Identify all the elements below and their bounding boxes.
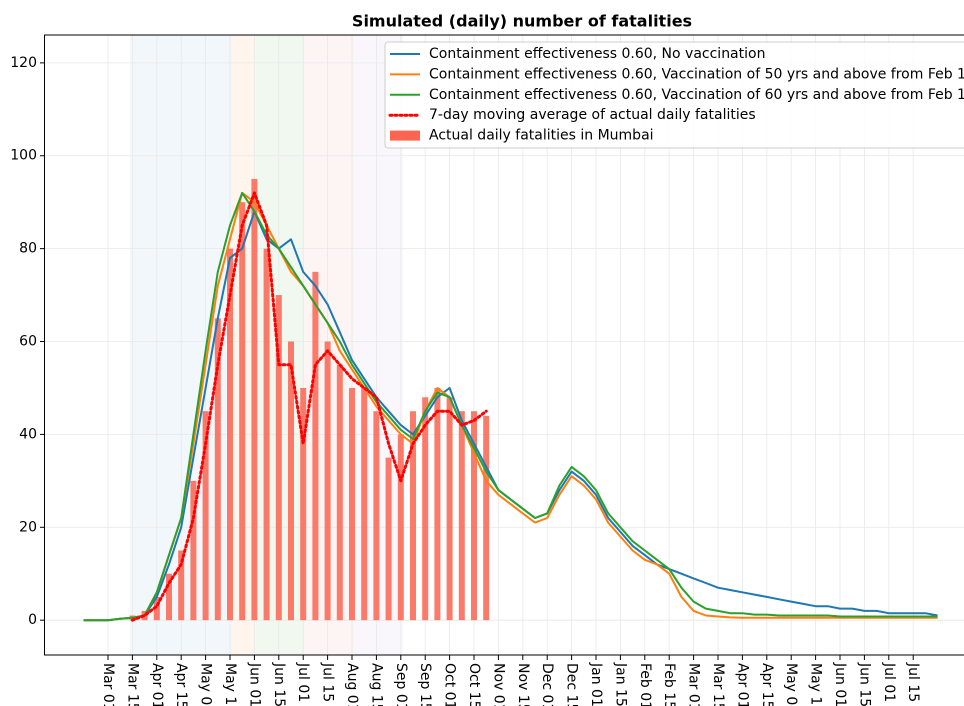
x-tick-label: Apr 15 <box>173 663 189 706</box>
bar <box>275 295 282 621</box>
y-tick-label: 120 <box>10 55 37 71</box>
x-tick-label: Sep 15 <box>417 663 433 706</box>
bar <box>214 318 221 621</box>
x-tick-label: Oct 01 <box>442 663 458 706</box>
x-tick-label: Jun 15 <box>856 662 872 706</box>
x-tick-label: May 01 <box>783 663 799 706</box>
legend-box <box>384 41 964 149</box>
x-tick-label: Jul 15 <box>905 662 921 702</box>
x-tick-label: Nov 15 <box>515 663 531 706</box>
plot-frame <box>44 34 964 656</box>
bar <box>239 202 246 621</box>
bar <box>166 573 172 621</box>
legend-label: Containment effectiveness 0.60, Vaccinat… <box>429 87 964 103</box>
x-tick-label: Mar 15 <box>124 663 140 706</box>
bar <box>227 248 233 621</box>
series-line <box>83 191 938 622</box>
bar <box>202 411 209 621</box>
legend: Containment effectiveness 0.60, No vacci… <box>384 41 964 149</box>
x-tick-label: Aug 01 <box>344 663 360 706</box>
bar <box>336 364 343 621</box>
x-tick-label: Feb 01 <box>637 663 653 706</box>
x-tick-label: May 01 <box>198 663 214 706</box>
bar <box>422 397 429 621</box>
bar <box>153 596 160 621</box>
bar <box>300 387 307 621</box>
x-tick-label: Jul 01 <box>295 662 311 702</box>
x-tick-label: Sep 01 <box>393 663 409 706</box>
x-tick-label: Jun 01 <box>832 662 848 706</box>
x-tick-label: Mar 01 <box>686 663 702 706</box>
bar <box>263 248 270 621</box>
bar <box>458 411 465 621</box>
x-tick-label: May 15 <box>222 663 238 706</box>
legend-swatch <box>390 130 420 141</box>
chart-title: Simulated (daily) number of fatalities <box>352 12 692 31</box>
x-tick-label: Apr 01 <box>734 663 750 706</box>
bar <box>288 341 294 621</box>
x-tick-label: Jan 15 <box>612 662 628 706</box>
legend-label: 7-day moving average of actual daily fat… <box>429 107 756 123</box>
x-tick-label: Mar 01 <box>100 663 116 706</box>
x-tick-label: Jun 01 <box>246 662 262 706</box>
bar <box>361 387 368 621</box>
axes: 0 20 40 60 80 100 120 Mar 01 Mar 15 Apr 01 Apr 15 M… <box>10 55 921 706</box>
x-tick-label: May 15 <box>808 663 824 706</box>
bar <box>410 411 416 621</box>
x-tick-label: Jun 15 <box>271 662 287 706</box>
series-line <box>83 191 938 622</box>
x-tick-label: Jul 15 <box>320 662 336 702</box>
y-tick-label: 0 <box>28 612 37 628</box>
y-tick-label: 40 <box>19 426 37 442</box>
bar <box>385 457 392 621</box>
bar <box>178 550 185 621</box>
bar <box>324 341 331 621</box>
x-tick-label: Jan 01 <box>588 662 604 706</box>
marks <box>83 178 938 622</box>
x-tick-label: Dec 01 <box>539 663 555 706</box>
bar <box>471 411 477 621</box>
bar <box>251 178 258 621</box>
legend-label: Containment effectiveness 0.60, Vaccinat… <box>429 66 964 82</box>
x-tick-label: Feb 15 <box>661 663 677 706</box>
y-tick-label: 60 <box>19 334 37 350</box>
legend-label: Actual daily fatalities in Mumbai <box>429 128 654 144</box>
bar <box>349 387 355 621</box>
y-tick-label: 100 <box>10 148 37 164</box>
x-tick-label: Oct 15 <box>466 663 482 706</box>
bar <box>397 434 404 621</box>
bar <box>373 411 380 621</box>
series-line <box>130 191 488 622</box>
bar <box>190 480 197 621</box>
x-tick-label: Nov 01 <box>490 663 506 706</box>
x-tick-label: Apr 15 <box>759 663 775 706</box>
x-tick-label: Jul 01 <box>881 662 897 702</box>
y-tick-label: 80 <box>19 241 37 257</box>
y-tick-label: 20 <box>19 519 37 535</box>
x-tick-label: Dec 15 <box>564 663 580 706</box>
bar <box>446 397 453 621</box>
bar <box>483 415 490 621</box>
legend-label: Containment effectiveness 0.60, No vacci… <box>429 46 765 62</box>
bar <box>312 271 319 621</box>
x-tick-label: Aug 15 <box>368 663 384 706</box>
x-tick-label: Apr 01 <box>149 663 165 706</box>
x-tick-label: Mar 15 <box>710 663 726 706</box>
bar <box>434 387 441 621</box>
